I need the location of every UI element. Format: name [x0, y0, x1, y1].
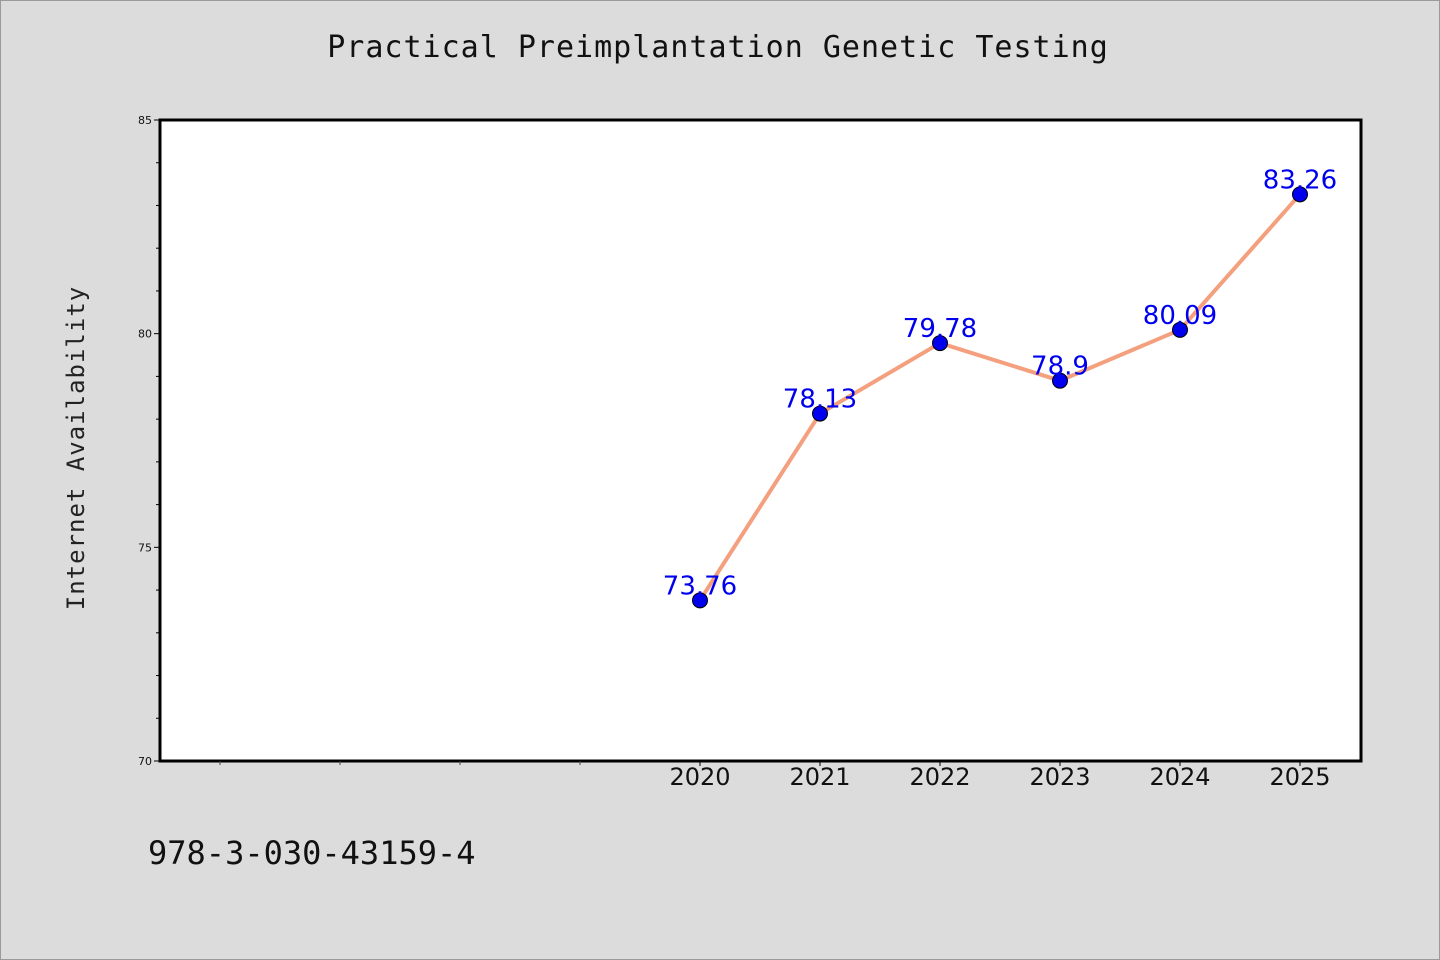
data-label: 80.09	[1143, 301, 1217, 331]
data-point-marker	[1292, 186, 1308, 203]
data-point-marker	[1052, 372, 1068, 389]
data-point-marker	[1172, 321, 1188, 338]
data-label: 79.78	[903, 314, 977, 344]
y-tick-label: 75	[138, 541, 152, 554]
plot-area	[158, 118, 1363, 763]
y-tick-label: 80	[138, 328, 152, 341]
x-tick-label: 2025	[1269, 763, 1330, 791]
data-label: 78.13	[783, 385, 857, 415]
data-label: 73.76	[663, 571, 737, 601]
data-point-marker	[812, 405, 828, 422]
x-tick-label: 2024	[1149, 763, 1210, 791]
data-label: 78.9	[1031, 352, 1089, 382]
data-point-marker	[932, 335, 948, 352]
isbn-footnote: 978-3-030-43159-4	[148, 834, 476, 872]
data-point-marker	[692, 592, 708, 609]
chart-title: Practical Preimplantation Genetic Testin…	[327, 30, 1109, 65]
x-tick-label: 2022	[909, 763, 970, 791]
y-tick-label: 70	[138, 755, 152, 768]
x-tick-label: 2023	[1029, 763, 1090, 791]
data-label: 83.26	[1263, 165, 1337, 195]
y-tick-label: 85	[138, 114, 152, 127]
x-tick-label: 2020	[669, 763, 730, 791]
series-line	[698, 192, 1302, 603]
x-tick-label: 2021	[789, 763, 850, 791]
